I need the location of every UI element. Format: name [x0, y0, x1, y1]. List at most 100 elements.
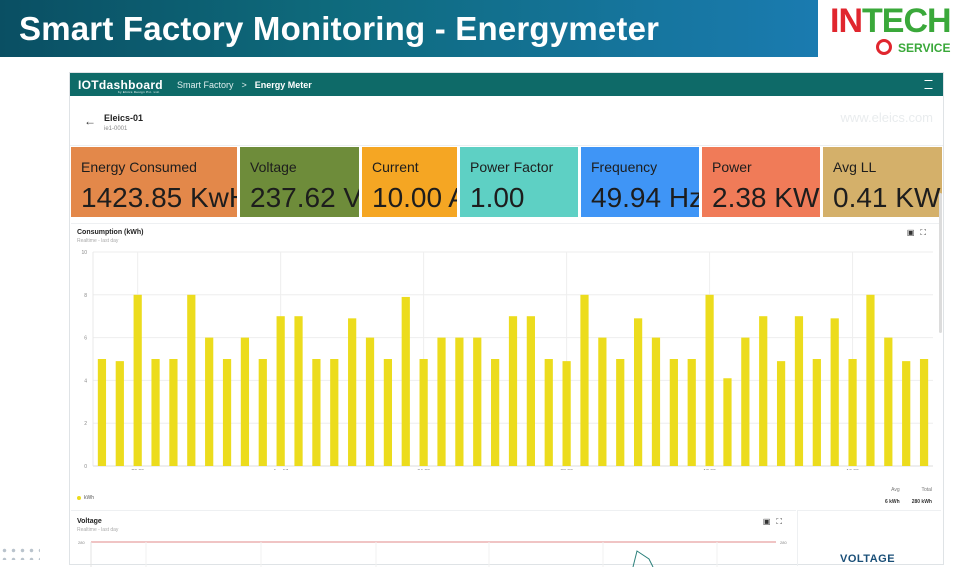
- bar[interactable]: [741, 337, 750, 466]
- bar[interactable]: [919, 359, 929, 466]
- card-power-factor[interactable]: Power Factor 1.00: [460, 147, 578, 217]
- chart-stats: Avg Total 6 kWh 280 kWh: [873, 485, 934, 507]
- back-arrow-icon[interactable]: ←: [84, 114, 96, 128]
- bar[interactable]: [151, 359, 160, 466]
- bar[interactable]: [508, 316, 518, 466]
- bar[interactable]: [97, 359, 107, 466]
- breadcrumb-separator: >: [241, 79, 247, 90]
- bar[interactable]: [169, 359, 178, 466]
- bar[interactable]: [473, 337, 482, 466]
- card-value: 1423.85 KwH: [81, 182, 237, 213]
- bar[interactable]: [222, 359, 232, 466]
- expand-icon[interactable]: ⛶: [920, 228, 932, 237]
- bar[interactable]: [651, 337, 661, 466]
- bar[interactable]: [419, 359, 428, 466]
- card-label: Power: [712, 159, 752, 175]
- intech-logo: INTECH SERVICE: [824, 2, 958, 56]
- bar[interactable]: [866, 294, 875, 466]
- bar[interactable]: [526, 316, 535, 466]
- bar[interactable]: [794, 316, 804, 466]
- brand-logo[interactable]: IOTdashboard by Elnics Design Pvt. Ltd.: [78, 77, 163, 94]
- card-avg-ll[interactable]: Avg LL 0.41 KW: [823, 147, 942, 217]
- bar[interactable]: [812, 359, 821, 466]
- voltage-title: Voltage: [77, 518, 102, 525]
- metric-cards: Energy Consumed 1423.85 KwH Voltage 237.…: [71, 147, 942, 217]
- voltage-gauge-title: VOLTAGE: [840, 553, 896, 565]
- bar[interactable]: [312, 359, 321, 466]
- logo-text: INTECH: [830, 2, 952, 40]
- bar[interactable]: [365, 337, 375, 466]
- bar[interactable]: [205, 337, 214, 466]
- bar[interactable]: [902, 361, 911, 466]
- card-current[interactable]: Current 10.00 A: [362, 147, 457, 217]
- bar[interactable]: [258, 359, 267, 466]
- y-tick-label: 6: [84, 336, 87, 342]
- card-value: 237.62 V: [250, 182, 359, 213]
- breadcrumb-smart-factory[interactable]: Smart Factory: [176, 79, 234, 90]
- device-header: ← Eleics-01 ie1-0001 www.eleics.com: [70, 96, 943, 146]
- avg-value: 6 kWh: [884, 499, 900, 505]
- bar[interactable]: [115, 361, 124, 466]
- expand-icon[interactable]: ⛶: [776, 517, 788, 526]
- bar[interactable]: [848, 359, 857, 466]
- bar[interactable]: [687, 359, 696, 466]
- voltage-tick-left: 280: [78, 540, 85, 545]
- x-tick-label: 16:00: [846, 469, 859, 470]
- bar[interactable]: [830, 318, 839, 466]
- bar[interactable]: [544, 359, 553, 466]
- card-label: Current: [372, 159, 419, 175]
- voltage-tick-right: 280: [780, 540, 787, 545]
- card-label: Power Factor: [470, 159, 554, 175]
- total-value: 280 kWh: [911, 499, 932, 505]
- decorative-dots: [0, 546, 40, 560]
- panel-actions: ▣⛶: [907, 228, 932, 238]
- voltage-line: [632, 550, 654, 567]
- bar[interactable]: [491, 359, 500, 466]
- bar[interactable]: [276, 316, 285, 466]
- chart-legend[interactable]: kWh: [77, 495, 94, 501]
- bar[interactable]: [401, 296, 410, 466]
- card-voltage[interactable]: Voltage 237.62 V: [240, 147, 359, 217]
- voltage-chart: 280 280: [78, 540, 787, 567]
- bar[interactable]: [598, 337, 607, 466]
- bar[interactable]: [348, 318, 357, 466]
- scrollbar[interactable]: [939, 193, 942, 333]
- x-tick-label: 04:00: [417, 469, 430, 470]
- bar[interactable]: [580, 294, 589, 466]
- bar[interactable]: [133, 294, 142, 466]
- bar[interactable]: [669, 359, 678, 466]
- bar[interactable]: [633, 318, 643, 466]
- download-icon[interactable]: ▣: [762, 517, 777, 526]
- bar[interactable]: [240, 337, 250, 466]
- card-value: 0.41 KW: [833, 182, 941, 213]
- total-label: Total: [921, 487, 932, 493]
- device-id: ie1-0001: [104, 126, 128, 132]
- bar[interactable]: [437, 337, 446, 466]
- card-frequency[interactable]: Frequency 49.94 Hz: [581, 147, 699, 217]
- bar[interactable]: [884, 337, 893, 466]
- bar[interactable]: [616, 359, 625, 466]
- y-tick-label: 8: [84, 293, 87, 299]
- fullscreen-icon[interactable]: [924, 80, 933, 89]
- bar[interactable]: [705, 294, 714, 466]
- card-label: Frequency: [591, 159, 658, 175]
- bar[interactable]: [455, 337, 464, 466]
- bar[interactable]: [723, 378, 732, 466]
- card-label: Voltage: [250, 159, 297, 175]
- legend-swatch: [77, 495, 81, 500]
- bar[interactable]: [562, 361, 571, 466]
- card-power[interactable]: Power 2.38 KW: [702, 147, 820, 217]
- voltage-subtitle: Realtime - last day: [77, 527, 119, 533]
- bar[interactable]: [383, 359, 393, 466]
- bar[interactable]: [294, 316, 303, 466]
- download-icon[interactable]: ▣: [906, 228, 921, 237]
- voltage-panel: Voltage Realtime - last day ▣⛶ 280 280: [71, 510, 796, 567]
- bar[interactable]: [187, 294, 196, 466]
- banner-title: Smart Factory Monitoring - Energymeter: [19, 10, 660, 47]
- card-energy-consumed[interactable]: Energy Consumed 1423.85 KwH: [71, 147, 237, 217]
- bar[interactable]: [330, 359, 339, 466]
- bar[interactable]: [776, 361, 786, 466]
- bar[interactable]: [759, 316, 768, 466]
- voltage-panel-actions: ▣⛶: [763, 517, 788, 527]
- x-tick-label: Jun 17: [273, 469, 288, 470]
